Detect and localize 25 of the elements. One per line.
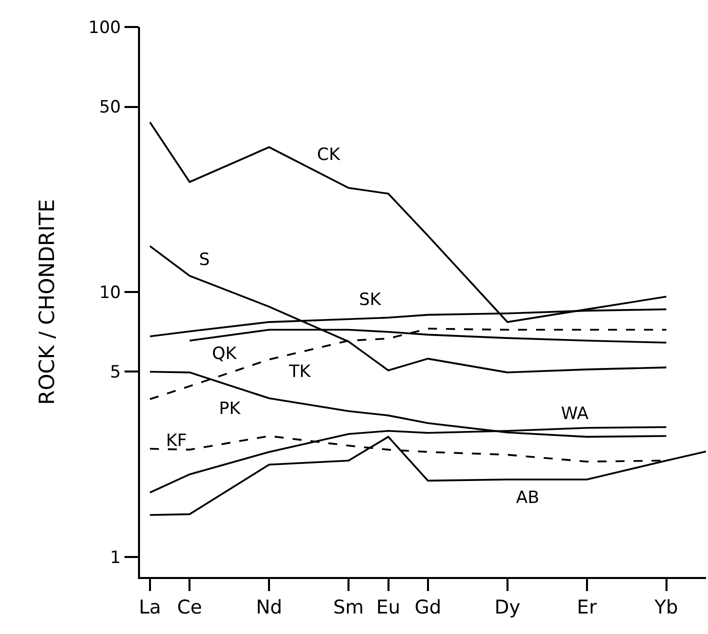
x-tick-label: Eu [376, 596, 400, 619]
series-label: CK [317, 145, 341, 165]
series-label: KF [166, 431, 187, 451]
y-axis-title: ROCK / CHONDRITE [35, 199, 60, 405]
x-tick-label: Gd [414, 596, 442, 619]
series-label: TK [288, 362, 312, 382]
x-tick-label: Yb [653, 596, 678, 619]
series-label: WA [561, 404, 589, 424]
x-tick-label: Sm [333, 596, 364, 619]
line-series [149, 436, 706, 516]
series-label: PK [219, 399, 242, 419]
y-tick-label: 10 [99, 282, 121, 303]
x-tick-label: Er [576, 596, 597, 619]
series-label: SK [359, 290, 382, 310]
y-tick-label: 1 [110, 548, 121, 568]
x-tick-label: La [138, 596, 162, 619]
series-label: AB [516, 488, 540, 508]
x-tick-label: Ce [177, 596, 202, 619]
series-label: S [199, 250, 210, 270]
x-tick-label: Dy [494, 596, 520, 619]
y-tick-label: 5 [110, 362, 121, 383]
x-tick-label: Nd [256, 596, 282, 619]
series-label: QK [212, 344, 238, 364]
y-tick-label: 50 [99, 98, 121, 118]
y-tick-label: 100 [88, 18, 121, 38]
